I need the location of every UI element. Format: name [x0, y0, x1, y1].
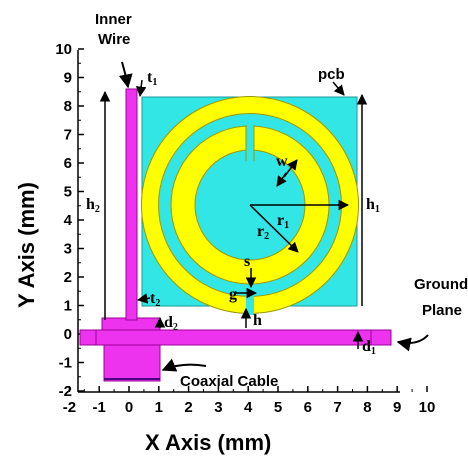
y-tick-label: 0 — [64, 326, 72, 343]
g-label: g — [229, 286, 237, 303]
h2-label: h2 — [86, 196, 100, 215]
s-label: s — [244, 253, 250, 270]
t1-arrow — [135, 79, 147, 98]
x-tick-label: 6 — [304, 399, 312, 416]
inner-ring-gap — [246, 125, 254, 161]
coaxial-cable-callout — [161, 358, 207, 372]
y-tick-label: 5 — [64, 184, 72, 201]
x-tick-label: 4 — [244, 399, 253, 416]
x-tick-label: -2 — [63, 399, 76, 416]
h-label: h — [253, 312, 262, 329]
inner-wire-label: Wire — [98, 31, 130, 48]
y-tick-label: 10 — [55, 41, 72, 58]
t2-arrow — [136, 293, 151, 304]
x-axis-title: X Axis (mm) — [145, 430, 271, 455]
x-tick-label: 10 — [419, 399, 436, 416]
x-tick-label: 7 — [333, 399, 341, 416]
r2-label: r2 — [257, 223, 269, 242]
ground-plane — [79, 329, 392, 346]
outer-ring-gap — [246, 290, 254, 315]
x-tick-label: 1 — [155, 399, 163, 416]
t1-label: t1 — [147, 69, 157, 88]
y-tick-label: 1 — [64, 298, 72, 315]
x-tick-label: 5 — [274, 399, 282, 416]
ground-plane-label: Plane — [422, 302, 462, 319]
x-tick-label: 2 — [184, 399, 192, 416]
x-axis-ticks: -2 -1 0 1 2 3 4 5 6 7 8 9 10 — [63, 386, 436, 416]
w-arrow — [283, 159, 298, 178]
inner-wire-label: Inner — [95, 11, 132, 28]
t2-label: t2 — [150, 290, 160, 309]
w-label: w — [276, 153, 288, 170]
y-tick-label: -1 — [59, 355, 72, 372]
feed-structure — [79, 88, 392, 382]
y-axis-title: Y Axis (mm) — [14, 182, 39, 308]
y-tick-label: 8 — [64, 98, 72, 115]
coaxial-cable-label: Coaxial Cable — [180, 373, 278, 390]
ground-plane-callout — [396, 334, 429, 352]
y-tick-label: 6 — [64, 155, 72, 172]
y-tick-label: 9 — [64, 70, 72, 87]
y-tick-label: 2 — [64, 269, 72, 286]
x-tick-label: 0 — [125, 399, 133, 416]
r1-label: r1 — [277, 212, 289, 231]
x-tick-label: 3 — [214, 399, 222, 416]
pcb-label: pcb — [318, 66, 345, 83]
y-tick-label: 3 — [64, 241, 72, 258]
ground-plane-label: Ground — [414, 276, 468, 293]
y-tick-label: 4 — [64, 212, 73, 229]
d2-label: d2 — [164, 314, 178, 333]
x-tick-label: 9 — [393, 399, 401, 416]
h1-label: h1 — [366, 196, 380, 215]
x-tick-label: -1 — [93, 399, 106, 416]
inner-wire — [125, 88, 138, 321]
y-tick-label: 7 — [64, 127, 72, 144]
pcb-callout — [332, 81, 345, 96]
inner-wire-callout — [118, 61, 133, 89]
x-tick-label: 8 — [363, 399, 371, 416]
callout-labels: Inner Wire pcb Ground Plane Coaxial Cabl… — [95, 11, 468, 390]
dimension-symbols: t1 h2 h1 w r1 r2 s g t2 h d2 d1 — [86, 69, 380, 357]
r2-arrow — [249, 204, 299, 253]
dimension-lines — [99, 61, 429, 372]
d1-label: d1 — [362, 338, 376, 357]
w-arrow — [276, 172, 287, 187]
